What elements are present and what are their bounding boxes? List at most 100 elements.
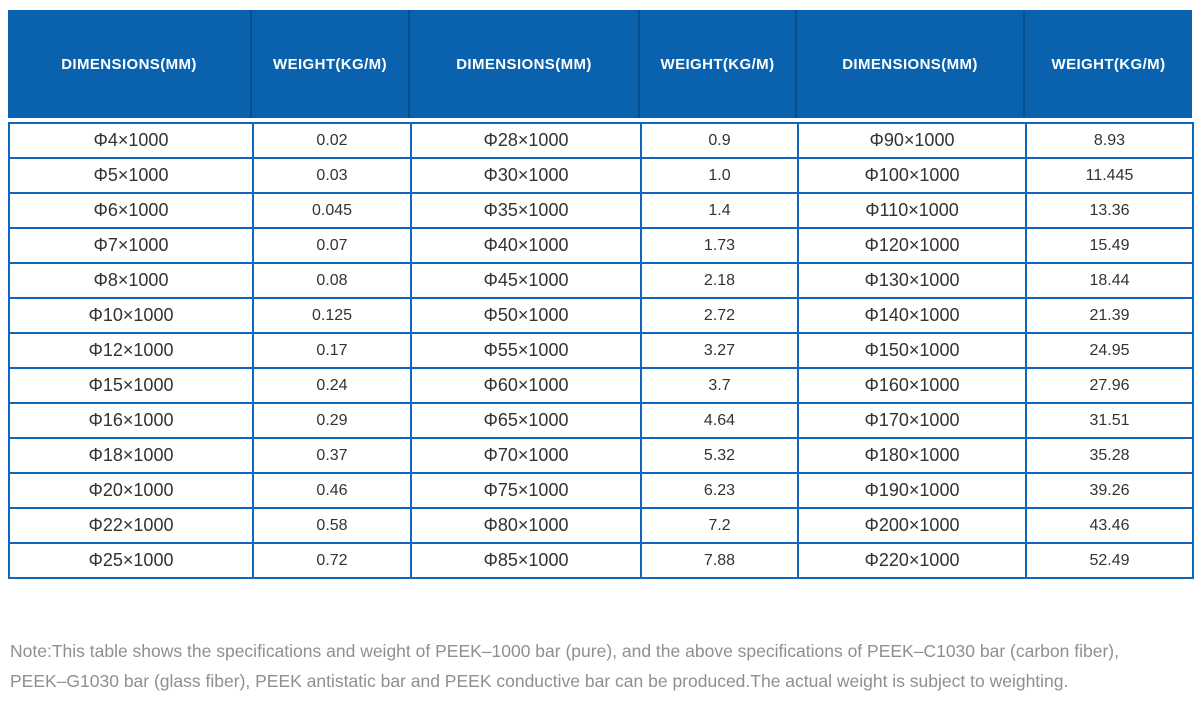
table-row: Φ8×1000 0.08 Φ45×1000 2.18 Φ130×1000 18.44	[8, 262, 1194, 299]
table-row: Φ10×1000 0.125 Φ50×1000 2.72 Φ140×1000 21.39	[8, 297, 1194, 334]
weight-cell: 18.44	[1025, 262, 1194, 299]
table-row: Φ16×1000 0.29 Φ65×1000 4.64 Φ170×1000 31.51	[8, 402, 1194, 439]
weight-cell: 0.125	[252, 297, 412, 334]
weight-cell: 0.24	[252, 367, 412, 404]
dimension-cell: Φ45×1000	[410, 262, 642, 299]
table-row: Φ20×1000 0.46 Φ75×1000 6.23 Φ190×1000 39.26	[8, 472, 1194, 509]
table-row: Φ18×1000 0.37 Φ70×1000 5.32 Φ180×1000 35.28	[8, 437, 1194, 474]
dimension-cell: Φ180×1000	[797, 437, 1027, 474]
table-row: Φ22×1000 0.58 Φ80×1000 7.2 Φ200×1000 43.46	[8, 507, 1194, 544]
dimension-cell: Φ55×1000	[410, 332, 642, 369]
dimension-cell: Φ30×1000	[410, 157, 642, 194]
table-row: Φ12×1000 0.17 Φ55×1000 3.27 Φ150×1000 24.95	[8, 332, 1194, 369]
spec-table: DIMENSIONS(MM) WEIGHT(KG/M) DIMENSIONS(M…	[8, 10, 1194, 579]
dimension-cell: Φ100×1000	[797, 157, 1027, 194]
table-body: Φ4×1000 0.02 Φ28×1000 0.9 Φ90×1000 8.93 Φ5×100…	[8, 122, 1194, 579]
dimension-cell: Φ6×1000	[8, 192, 254, 229]
header-weight-2: WEIGHT(KG/M)	[640, 10, 797, 118]
dimension-cell: Φ85×1000	[410, 542, 642, 579]
weight-cell: 3.27	[640, 332, 799, 369]
table-row: Φ6×1000 0.045 Φ35×1000 1.4 Φ110×1000 13.36	[8, 192, 1194, 229]
weight-cell: 13.36	[1025, 192, 1194, 229]
header-weight-3: WEIGHT(KG/M)	[1051, 55, 1166, 73]
weight-cell: 0.03	[252, 157, 412, 194]
header-dimensions-2: DIMENSIONS(MM)	[410, 10, 640, 118]
dimension-cell: Φ50×1000	[410, 297, 642, 334]
weight-cell: 24.95	[1025, 332, 1194, 369]
dimension-cell: Φ190×1000	[797, 472, 1027, 509]
dimension-cell: Φ220×1000	[797, 542, 1027, 579]
dimension-cell: Φ80×1000	[410, 507, 642, 544]
weight-cell: 0.17	[252, 332, 412, 369]
weight-cell: 0.72	[252, 542, 412, 579]
dimension-cell: Φ15×1000	[8, 367, 254, 404]
dimension-cell: Φ60×1000	[410, 367, 642, 404]
weight-cell: 0.58	[252, 507, 412, 544]
dimension-cell: Φ28×1000	[410, 122, 642, 159]
header-dimensions-1: DIMENSIONS(MM)	[8, 10, 252, 118]
footnote-line-1: Note:This table shows the specifications…	[10, 641, 1119, 661]
weight-cell: 15.49	[1025, 227, 1194, 264]
dimension-cell: Φ40×1000	[410, 227, 642, 264]
dimension-cell: Φ110×1000	[797, 192, 1027, 229]
weight-cell: 0.37	[252, 437, 412, 474]
weight-cell: 0.07	[252, 227, 412, 264]
weight-cell: 0.29	[252, 402, 412, 439]
dimension-cell: Φ160×1000	[797, 367, 1027, 404]
dimension-cell: Φ20×1000	[8, 472, 254, 509]
header-weight-1: WEIGHT(KG/M)	[252, 10, 410, 118]
dimension-cell: Φ120×1000	[797, 227, 1027, 264]
weight-cell: 0.02	[252, 122, 412, 159]
table-row: Φ15×1000 0.24 Φ60×1000 3.7 Φ160×1000 27.96	[8, 367, 1194, 404]
weight-cell: 39.26	[1025, 472, 1194, 509]
weight-cell: 2.18	[640, 262, 799, 299]
dimension-cell: Φ25×1000	[8, 542, 254, 579]
weight-cell: 5.32	[640, 437, 799, 474]
weight-cell: 11.445	[1025, 157, 1194, 194]
weight-cell: 4.64	[640, 402, 799, 439]
dimension-cell: Φ10×1000	[8, 297, 254, 334]
dimension-cell: Φ18×1000	[8, 437, 254, 474]
weight-cell: 1.4	[640, 192, 799, 229]
dimension-cell: Φ5×1000	[8, 157, 254, 194]
dimension-cell: Φ65×1000	[410, 402, 642, 439]
dimension-cell: Φ170×1000	[797, 402, 1027, 439]
weight-cell: 2.72	[640, 297, 799, 334]
dimension-cell: Φ22×1000	[8, 507, 254, 544]
weight-cell: 0.08	[252, 262, 412, 299]
dimension-cell: Φ12×1000	[8, 332, 254, 369]
dimension-cell: Φ70×1000	[410, 437, 642, 474]
weight-cell: 6.23	[640, 472, 799, 509]
dimension-cell: Φ75×1000	[410, 472, 642, 509]
table-row: Φ7×1000 0.07 Φ40×1000 1.73 Φ120×1000 15.49	[8, 227, 1194, 264]
header-dimensions-3: DIMENSIONS(MM)	[797, 10, 1025, 118]
weight-cell: 31.51	[1025, 402, 1194, 439]
table-row: Φ25×1000 0.72 Φ85×1000 7.88 Φ220×1000 52.49	[8, 542, 1194, 579]
weight-cell: 7.88	[640, 542, 799, 579]
footnote: Note:This table shows the specifications…	[10, 636, 1192, 696]
dimension-cell: Φ140×1000	[797, 297, 1027, 334]
table-row: Φ4×1000 0.02 Φ28×1000 0.9 Φ90×1000 8.93	[8, 122, 1194, 159]
dimension-cell: Φ16×1000	[8, 402, 254, 439]
table-row: Φ5×1000 0.03 Φ30×1000 1.0 Φ100×1000 11.445	[8, 157, 1194, 194]
dimension-cell: Φ200×1000	[797, 507, 1027, 544]
weight-cell: 27.96	[1025, 367, 1194, 404]
weight-cell: 1.0	[640, 157, 799, 194]
weight-cell: 43.46	[1025, 507, 1194, 544]
dimension-cell: Φ150×1000	[797, 332, 1027, 369]
weight-cell: 35.28	[1025, 437, 1194, 474]
table-header-row: DIMENSIONS(MM) WEIGHT(KG/M) DIMENSIONS(M…	[8, 10, 1192, 118]
weight-cell: 3.7	[640, 367, 799, 404]
weight-cell: 52.49	[1025, 542, 1194, 579]
weight-cell: 0.9	[640, 122, 799, 159]
dimension-cell: Φ130×1000	[797, 262, 1027, 299]
dimension-cell: Φ4×1000	[8, 122, 254, 159]
weight-cell: 1.73	[640, 227, 799, 264]
weight-cell: 8.93	[1025, 122, 1194, 159]
weight-cell: 0.045	[252, 192, 412, 229]
dimension-cell: Φ7×1000	[8, 227, 254, 264]
dimension-cell: Φ8×1000	[8, 262, 254, 299]
weight-cell: 0.46	[252, 472, 412, 509]
dimension-cell: Φ35×1000	[410, 192, 642, 229]
weight-cell: 7.2	[640, 507, 799, 544]
